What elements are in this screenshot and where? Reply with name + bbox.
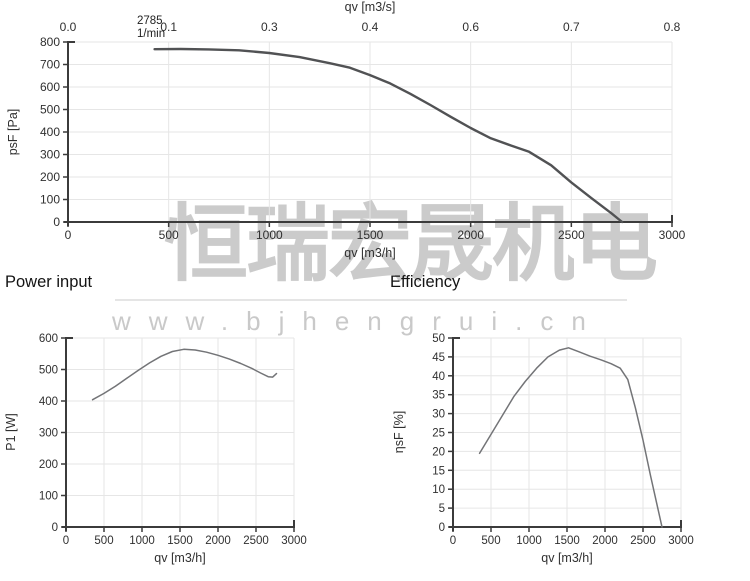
watermark-cjk-text: 恒瑞宏晟机电 — [164, 196, 656, 292]
watermark-cjk-char: 宏 — [328, 197, 410, 291]
power-x-tick-label: 1500 — [167, 535, 193, 547]
eff-x-tick-label: 3000 — [668, 535, 694, 547]
power-x-tick-label: 2500 — [243, 535, 269, 547]
eff-y-tick-label: 30 — [432, 409, 445, 421]
eff-y-tick-label: 0 — [439, 522, 445, 534]
psf-y-tick-label: 200 — [40, 170, 60, 184]
psf-y-tick-label: 500 — [40, 103, 60, 117]
eff-y-tick-label: 40 — [432, 371, 445, 383]
psf-curve — [153, 47, 624, 224]
power-y-tick-label: 300 — [39, 428, 58, 440]
power-chart: 0 100 200 300 400 500 600 0 500 1000 1500 2000 2500 3… — [4, 333, 307, 565]
psf-y-tick-label: 700 — [40, 58, 60, 72]
power-x-axis-title: qv [m3/h] — [154, 551, 205, 565]
eff-x-tick-label: 0 — [450, 535, 456, 547]
psf-x2-tick-label: 0.0 — [60, 20, 77, 34]
watermark-cjk-char: 晟 — [410, 197, 492, 291]
eff-x-tick-label: 1000 — [516, 535, 542, 547]
power-curve — [91, 348, 278, 401]
psf-x2-tick-label: 0.6 — [462, 20, 479, 34]
psf-x-tick-label: 1500 — [357, 228, 384, 242]
eff-x-tick-label: 1500 — [554, 535, 580, 547]
watermark-cjk-char: 瑞 — [246, 197, 328, 291]
axis-lines — [64, 41, 673, 226]
power-x-tick-label: 0 — [63, 535, 69, 547]
eff-y-tick-label: 15 — [432, 465, 445, 477]
power-y-tick-label: 500 — [39, 365, 58, 377]
eff-y-tick-label: 25 — [432, 428, 445, 440]
psf-y-axis-title: psF [Pa] — [6, 109, 20, 156]
eff-x-axis-title: qv [m3/h] — [541, 551, 592, 565]
eff-x-tick-label: 2500 — [630, 535, 656, 547]
psf-y-tick-label: 0 — [53, 215, 60, 229]
axis-lines — [449, 337, 682, 531]
watermark-cjk-char: 恒 — [164, 197, 246, 291]
eff-y-tick-label: 50 — [432, 333, 445, 345]
power-x-tick-label: 2000 — [205, 535, 231, 547]
rpm-annotation-value: 2785 — [137, 15, 163, 27]
eff-x-tick-label: 2000 — [592, 535, 618, 547]
power-input-chart-title: Power input — [5, 273, 93, 291]
power-y-tick-label: 400 — [39, 396, 58, 408]
power-y-tick-label: 0 — [52, 522, 58, 534]
psf-y-tick-label: 300 — [40, 148, 60, 162]
psf-x-tick-label: 2000 — [457, 228, 484, 242]
psf-y-tick-label: 600 — [40, 80, 60, 94]
psf-x-tick-label: 2500 — [558, 228, 585, 242]
psf-x2-tick-label: 0.7 — [563, 20, 580, 34]
axis-lines — [62, 337, 295, 531]
power-y-tick-label: 200 — [39, 459, 58, 471]
watermark-divider-line — [115, 299, 627, 301]
watermark-url-text: www.bjhengrui.cn — [112, 306, 604, 336]
psf-x2-tick-label: 0.4 — [362, 20, 379, 34]
psf-y-tick-label: 100 — [40, 193, 60, 207]
efficiency-chart-title: Efficiency — [390, 273, 461, 291]
power-x-tick-label: 1000 — [129, 535, 155, 547]
eff-x-tick-label: 500 — [481, 535, 500, 547]
psf-x-tick-label: 0 — [65, 228, 72, 242]
watermark-cjk-char: 机 — [492, 197, 574, 291]
psf-x-axis-title: qv [m3/h] — [344, 246, 395, 260]
power-y-axis-title: P1 [W] — [4, 413, 18, 451]
psf-x2-axis-title: qv [m3/s] — [345, 0, 396, 14]
psf-y-tick-label: 800 — [40, 35, 60, 49]
eff-y-tick-label: 45 — [432, 352, 445, 364]
watermark-cjk-char: 电 — [574, 197, 656, 291]
psf-x-tick-label: 1000 — [256, 228, 283, 242]
psf-chart: 0 100 200 300 400 500 600 700 800 0 500 1000 1500 200… — [6, 0, 686, 260]
eff-curve — [478, 347, 663, 528]
eff-y-axis-title: ηsF [%] — [392, 411, 406, 453]
power-x-tick-label: 3000 — [281, 535, 307, 547]
psf-x-tick-label: 3000 — [659, 228, 686, 242]
power-y-tick-label: 100 — [39, 491, 58, 503]
psf-y-tick-label: 400 — [40, 125, 60, 139]
rpm-annotation-unit: 1/min — [137, 28, 165, 40]
power-x-tick-label: 500 — [94, 535, 113, 547]
psf-x2-tick-label: 0.1 — [160, 20, 177, 34]
eff-y-tick-label: 20 — [432, 446, 445, 458]
power-y-tick-label: 600 — [39, 333, 58, 345]
eff-y-tick-label: 5 — [439, 503, 445, 515]
psf-x-tick-label: 500 — [159, 228, 179, 242]
eff-y-tick-label: 10 — [432, 484, 445, 496]
psf-x2-tick-label: 0.8 — [664, 20, 681, 34]
psf-x2-tick-label: 0.3 — [261, 20, 278, 34]
eff-y-tick-label: 35 — [432, 390, 445, 402]
